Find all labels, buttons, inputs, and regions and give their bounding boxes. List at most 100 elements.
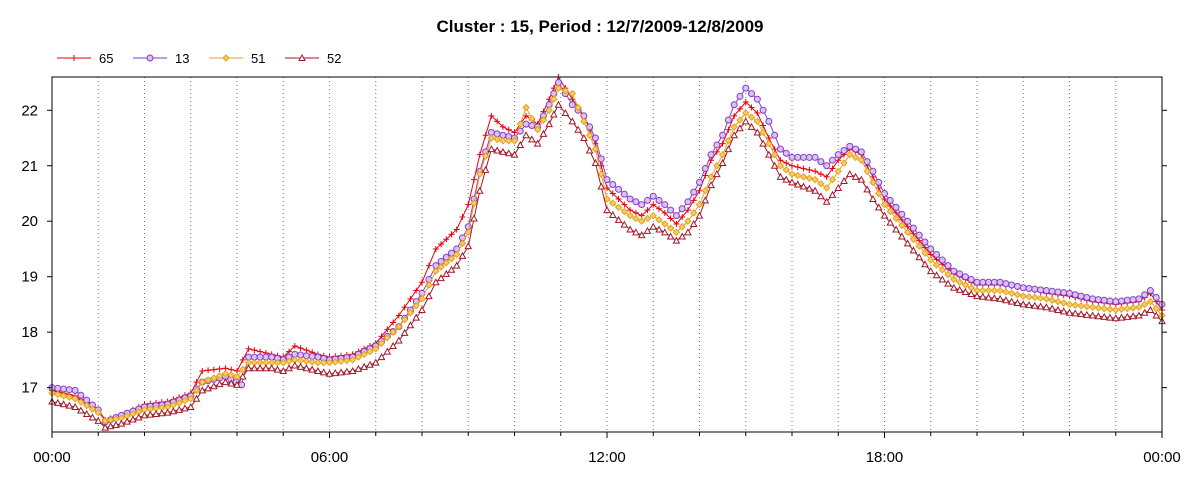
data-point (650, 201, 657, 208)
data-point (961, 273, 969, 281)
data-point (817, 192, 825, 200)
data-point (1077, 292, 1085, 300)
data-point (1019, 292, 1027, 300)
data-point (561, 87, 570, 95)
data-point (256, 364, 264, 372)
data-point (205, 367, 212, 374)
data-point (286, 348, 293, 355)
data-point (684, 217, 692, 225)
data-point (656, 205, 663, 212)
data-point (950, 283, 958, 291)
data-point (609, 199, 617, 207)
data-point (377, 353, 386, 361)
data-point (921, 238, 929, 246)
data-point (760, 122, 767, 129)
data-point (452, 261, 461, 269)
data-point (522, 131, 530, 139)
data-point (782, 149, 790, 157)
data-point (742, 84, 750, 92)
data-point (296, 356, 305, 365)
data-point (672, 228, 681, 237)
data-point (1013, 282, 1021, 290)
data-point (1129, 296, 1137, 304)
data-point (88, 413, 97, 421)
data-point (395, 336, 403, 344)
data-point (366, 360, 374, 368)
data-point (459, 214, 466, 221)
data-point (458, 251, 467, 259)
data-point (134, 413, 143, 421)
data-point (412, 302, 420, 310)
data-point (1112, 298, 1120, 306)
data-point (418, 295, 426, 303)
data-point (713, 141, 721, 149)
data-point (452, 250, 461, 259)
data-point (967, 289, 976, 298)
data-point (707, 181, 715, 189)
data-point (679, 214, 686, 221)
data-point (297, 345, 304, 352)
data-point (632, 214, 640, 223)
data-point (661, 220, 669, 228)
data-point (464, 228, 472, 237)
data-point (1100, 312, 1109, 320)
data-point (857, 156, 866, 164)
data-point (1025, 293, 1033, 301)
data-point (765, 139, 773, 148)
data-point (915, 242, 923, 250)
data-point (857, 148, 865, 156)
data-point (690, 188, 698, 196)
data-point (863, 158, 871, 166)
data-point (1031, 293, 1039, 302)
data-point (852, 145, 860, 153)
data-point (204, 376, 212, 384)
data-point (753, 117, 762, 126)
data-point (550, 95, 558, 103)
data-point (204, 384, 212, 392)
data-point (701, 187, 709, 195)
data-point (886, 196, 894, 204)
data-point (996, 278, 1004, 286)
series-line (51, 75, 1163, 421)
data-point (215, 380, 224, 388)
data-point (123, 417, 131, 425)
data-point (892, 214, 900, 223)
data-point (371, 358, 380, 366)
data-point (227, 371, 235, 379)
data-point (77, 398, 85, 406)
data-point (1135, 295, 1143, 303)
data-point (834, 167, 842, 176)
data-point (221, 370, 230, 378)
data-point (1106, 313, 1114, 321)
data-point (938, 256, 946, 264)
data-point (713, 162, 721, 170)
data-point (1071, 301, 1079, 309)
data-point (425, 262, 432, 269)
data-point (1054, 305, 1062, 313)
data-point (325, 358, 334, 367)
data-point (505, 126, 512, 133)
data-point (684, 207, 691, 214)
data-point (308, 365, 316, 373)
data-point (554, 100, 563, 108)
data-point (568, 101, 576, 109)
data-point (788, 178, 796, 186)
data-point (1112, 306, 1120, 314)
data-point (649, 211, 657, 220)
data-point (730, 101, 738, 109)
data-point (533, 125, 542, 134)
data-point (886, 218, 895, 226)
data-point (1071, 309, 1080, 317)
data-point (1036, 294, 1045, 302)
data-point (620, 207, 629, 216)
data-point (279, 366, 288, 374)
data-point (77, 406, 85, 414)
data-point (65, 401, 74, 409)
data-point (869, 194, 877, 203)
data-point (643, 226, 652, 234)
data-point (88, 405, 97, 413)
data-point (724, 145, 733, 153)
data-point (967, 275, 975, 283)
data-point (65, 386, 73, 394)
data-point (776, 145, 784, 153)
